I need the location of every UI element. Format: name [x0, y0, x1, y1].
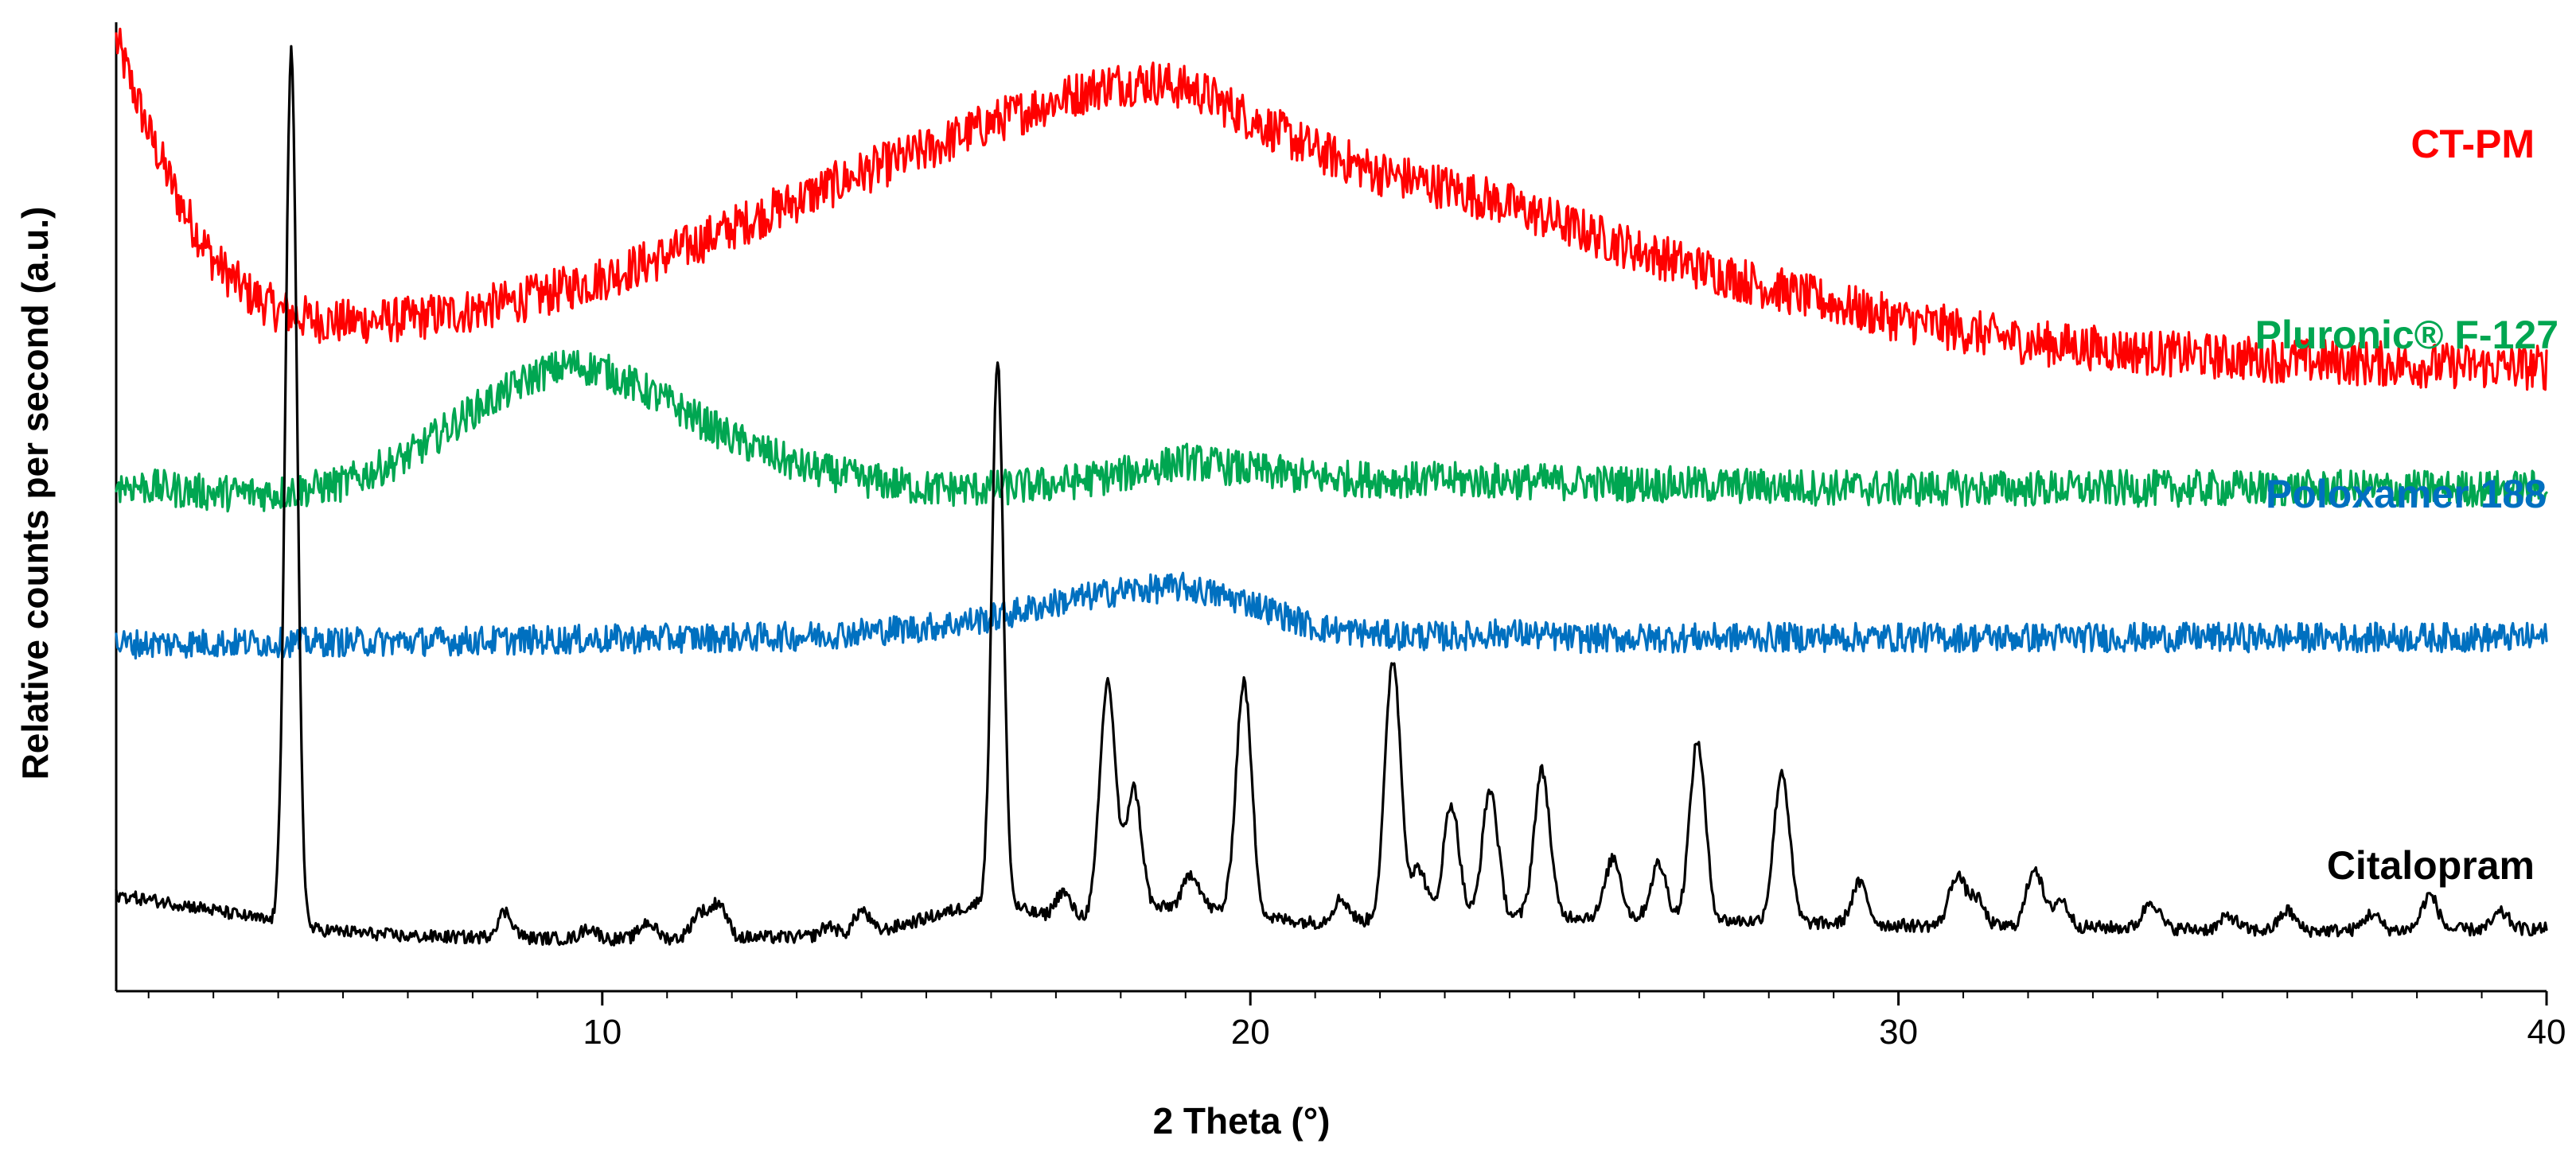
series-label-poloxamer-188: Poloxamer 188: [2266, 472, 2547, 516]
trace-poloxamer-188: [115, 571, 2548, 660]
x-tick-label: 40: [2527, 1013, 2566, 1052]
series-traces: [115, 27, 2548, 947]
series-label-citalopram: Citalopram: [2327, 843, 2535, 888]
trace-citalopram: [115, 45, 2548, 947]
x-axis-title: 2 Theta (°): [1153, 1100, 1331, 1142]
x-tick-label: 30: [1879, 1013, 1918, 1052]
trace-pluronic-f127: [115, 349, 2548, 513]
series-labels: CT-PM Pluronic® F-127 Poloxamer 188 Cita…: [2255, 122, 2558, 888]
trace-ct-pm: [115, 27, 2548, 391]
x-axis-tick-labels: 10 20 30 40: [583, 1013, 2566, 1052]
series-label-pluronic-f127: Pluronic® F-127: [2255, 313, 2558, 357]
x-axis-ticks: [147, 991, 2548, 1005]
plot-frame: [115, 22, 2547, 993]
series-label-ct-pm: CT-PM: [2410, 122, 2535, 166]
y-axis-title: Relative counts per second (a.u.): [14, 207, 56, 780]
x-tick-label: 10: [583, 1013, 622, 1052]
x-tick-label: 20: [1231, 1013, 1270, 1052]
